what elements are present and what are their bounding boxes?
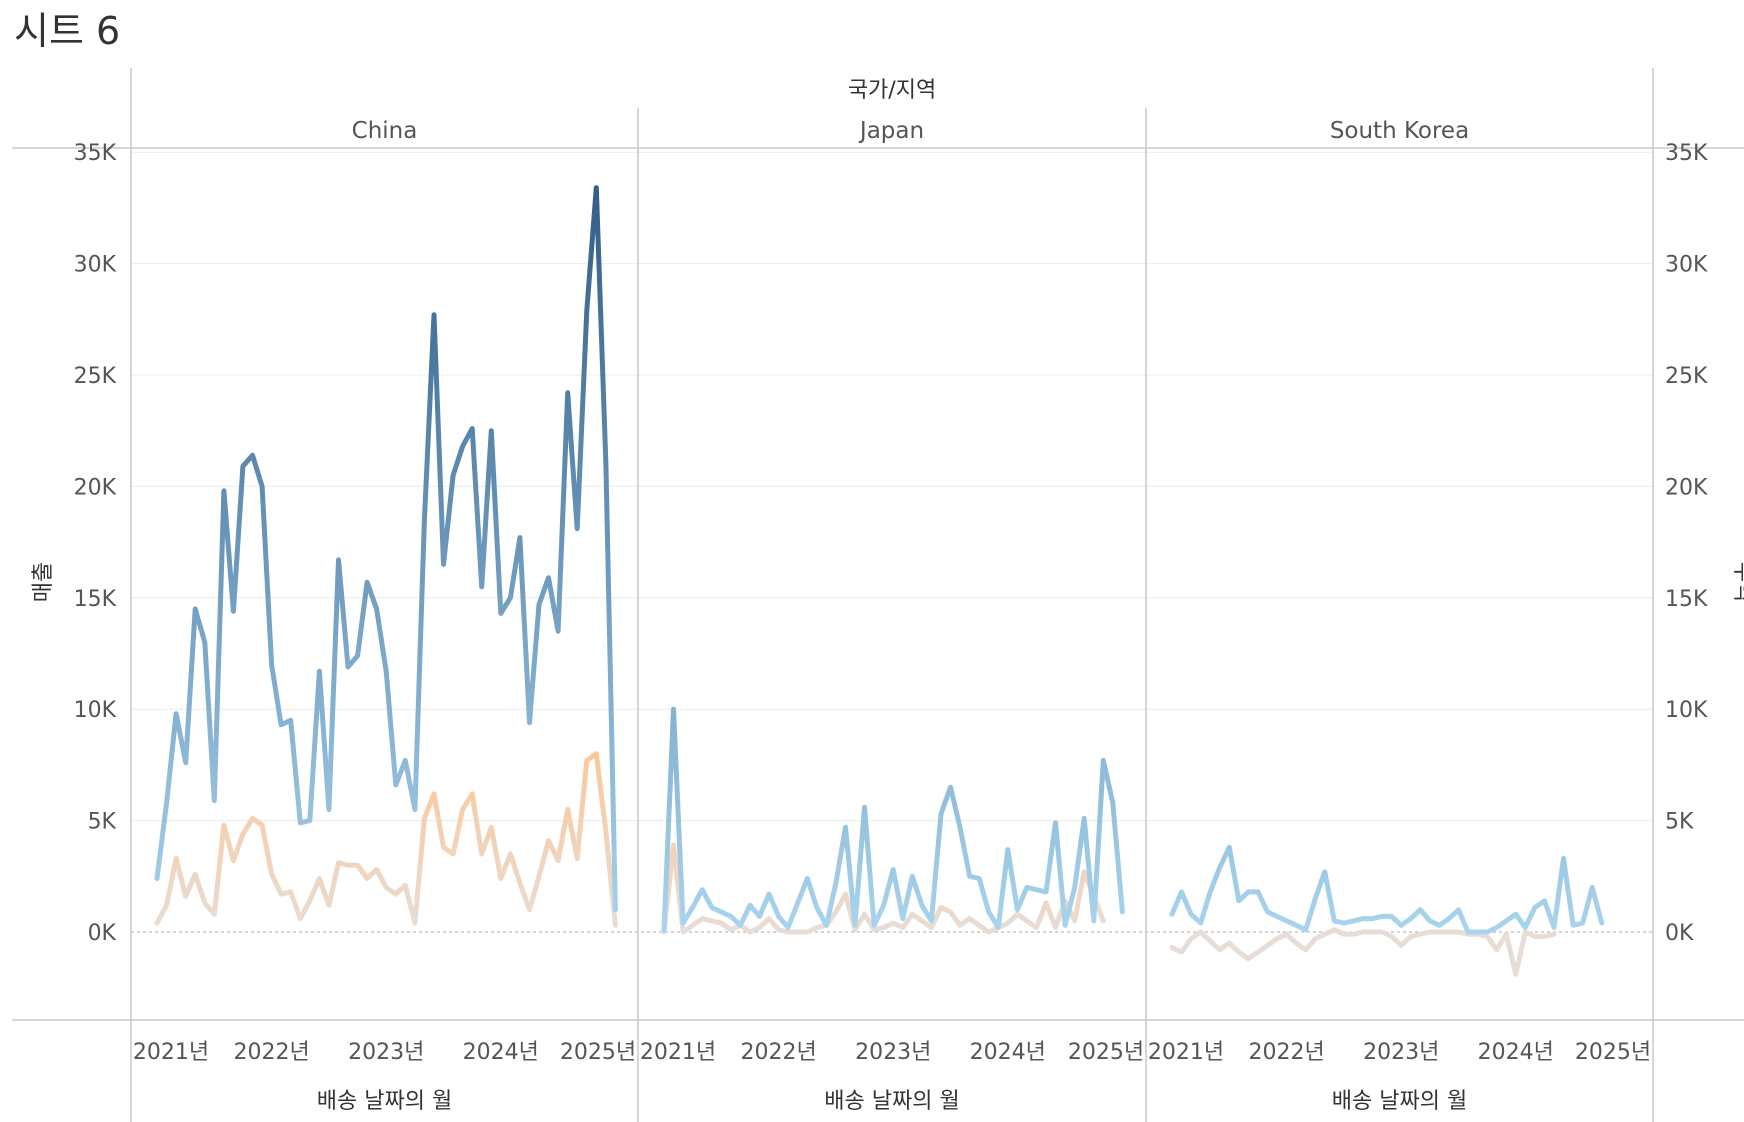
x-axis-title: 배송 날짜의 월 <box>824 1089 959 1114</box>
x-tick-label: 2025년 <box>1068 1040 1144 1065</box>
profit-line-china <box>154 751 618 928</box>
y-axis-title-right: 수익 <box>1730 562 1744 602</box>
x-tick-label: 2021년 <box>133 1040 209 1065</box>
panel-header-south-korea: South Korea <box>1330 118 1469 144</box>
x-tick-label: 2024년 <box>463 1040 539 1065</box>
y-tick-label-right: 35K <box>1665 141 1708 166</box>
x-tick-label: 2023년 <box>1363 1040 1439 1065</box>
x-tick-label: 2024년 <box>970 1040 1046 1065</box>
x-tick-label: 2023년 <box>855 1040 931 1065</box>
column-header: 국가/지역 <box>848 78 936 103</box>
sales-line-south-korea <box>1169 844 1605 935</box>
x-tick-label: 2023년 <box>348 1040 424 1065</box>
y-tick-label-left: 10K <box>74 698 117 723</box>
y-tick-label-right: 25K <box>1665 364 1708 389</box>
y-tick-label-right: 10K <box>1665 698 1708 723</box>
sales-line-china <box>154 185 618 913</box>
sheet-title: 시트 6 <box>14 9 121 53</box>
chart-labels: 국가/지역 0K 0K 5K 5K 10K 10K 15K 15K 20K 20K 25K 25K 30K… <box>31 78 1744 1114</box>
sales-line-japan <box>661 706 1125 933</box>
grid-lines <box>131 151 1653 933</box>
x-tick-label: 2022년 <box>740 1040 816 1065</box>
x-tick-label: 2022년 <box>233 1040 309 1065</box>
y-tick-label-right: 20K <box>1665 475 1708 500</box>
x-axis-title: 배송 날짜의 월 <box>317 1089 452 1114</box>
x-tick-label: 2025년 <box>1575 1040 1651 1065</box>
y-tick-label-left: 0K <box>88 921 117 946</box>
y-tick-label-right: 30K <box>1665 253 1708 278</box>
y-tick-label-right: 15K <box>1665 587 1708 612</box>
x-tick-label: 2025년 <box>560 1040 636 1065</box>
y-tick-label-left: 20K <box>74 475 117 500</box>
y-tick-label-right: 0K <box>1665 921 1694 946</box>
profit-line-japan <box>661 842 1106 935</box>
panel-header-japan: Japan <box>858 118 924 144</box>
y-tick-label-right: 5K <box>1665 810 1694 835</box>
x-tick-label: 2024년 <box>1478 1040 1554 1065</box>
panel-header-china: China <box>352 118 418 144</box>
y-tick-label-left: 15K <box>74 587 117 612</box>
y-axis-title-left: 매출 <box>31 562 56 602</box>
x-tick-label: 2022년 <box>1248 1040 1324 1065</box>
y-tick-label-left: 25K <box>74 364 117 389</box>
profit-line-south-korea <box>1169 927 1557 977</box>
y-tick-label-left: 5K <box>88 810 117 835</box>
chart-frame <box>12 68 1744 1122</box>
series-lines <box>154 185 1605 977</box>
x-tick-label: 2021년 <box>1148 1040 1224 1065</box>
x-tick-label: 2021년 <box>640 1040 716 1065</box>
x-axis-title: 배송 날짜의 월 <box>1332 1089 1467 1114</box>
y-tick-label-left: 30K <box>74 253 117 278</box>
y-tick-label-left: 35K <box>74 141 117 166</box>
